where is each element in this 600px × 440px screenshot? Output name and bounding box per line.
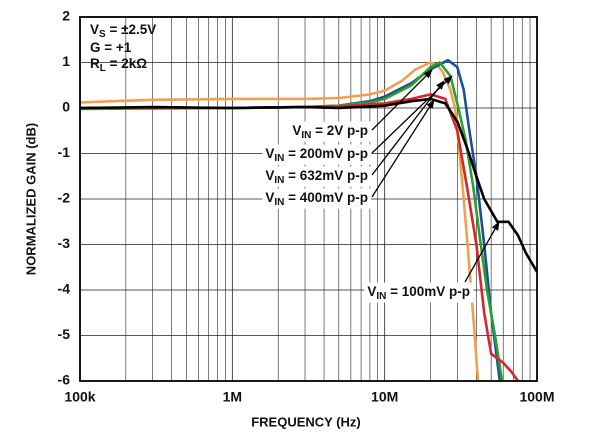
- y-axis-title: NORMALIZED GAIN (dB): [23, 123, 38, 275]
- label-background: [262, 188, 371, 209]
- label-background: [262, 166, 371, 187]
- arrow: [371, 75, 453, 154]
- x-axis-title: FREQUENCY (Hz): [251, 414, 361, 429]
- annotation-text: V: [265, 190, 274, 205]
- series-line: [80, 93, 520, 382]
- x-tick-label: 1M: [223, 389, 242, 405]
- annotation-text: R: [90, 56, 100, 71]
- annotation: G = +1: [90, 40, 132, 55]
- annotation-subscript: IN: [274, 175, 284, 186]
- annotation-subscript: L: [100, 63, 106, 74]
- plot-lines: [79, 58, 539, 382]
- y-tick-label: 1: [62, 53, 70, 69]
- annotation-text: V: [265, 146, 274, 161]
- y-tick-label: -3: [58, 235, 71, 251]
- annotation-text: G = +1: [90, 40, 132, 55]
- arrow: [371, 99, 435, 198]
- annotation-text: = 100mV p-p: [386, 284, 470, 299]
- arrow: [464, 221, 500, 283]
- series-line: [79, 61, 504, 382]
- annotation-subscript: IN: [274, 153, 284, 164]
- annotation-text: = 632mV p-p: [284, 168, 368, 183]
- annotation: RL = 2kΩ: [90, 56, 147, 74]
- x-tick-label: 100k: [64, 389, 95, 405]
- annotation-text: = 400mV p-p: [284, 190, 368, 205]
- y-tick-label: -6: [58, 372, 71, 388]
- x-tick-label: 10M: [371, 389, 398, 405]
- series-label: VIN = 200mV p-p: [265, 146, 368, 164]
- arrow: [371, 69, 433, 131]
- annotation-subscript: S: [99, 29, 106, 40]
- plot-frame: [79, 16, 538, 382]
- annotation-subscript: IN: [376, 291, 386, 302]
- annotation-text: = 200mV p-p: [284, 146, 368, 161]
- annotation-subscript: IN: [301, 130, 311, 141]
- label-background: [364, 282, 473, 303]
- annotation-text: = ±2.5V: [106, 22, 157, 37]
- series-line: [79, 61, 480, 382]
- series-label: VIN = 400mV p-p: [265, 190, 368, 208]
- annotation-subscript: IN: [274, 197, 284, 208]
- arrows: [371, 69, 500, 283]
- annotation-text: V: [367, 284, 376, 299]
- series-label: VIN = 2V p-p: [292, 123, 368, 141]
- x-tick-label: 100M: [519, 389, 554, 405]
- arrow: [371, 80, 445, 176]
- y-tick-label: -5: [58, 326, 71, 342]
- annotation-text: V: [265, 168, 274, 183]
- y-tick-label: 2: [62, 8, 70, 24]
- y-tick-label: -1: [58, 144, 71, 160]
- label-background: [289, 121, 371, 142]
- y-tick-label: 0: [62, 99, 70, 115]
- annotation-text: = 2kΩ: [106, 56, 147, 71]
- annotation-text: V: [90, 22, 99, 37]
- label-background: [262, 144, 371, 165]
- annotation: VS = ±2.5V: [90, 22, 156, 40]
- y-tick-label: -4: [58, 281, 71, 297]
- series-label: VIN = 100mV p-p: [367, 284, 470, 302]
- annotation-text: V: [292, 123, 301, 138]
- y-tick-label: -2: [58, 190, 71, 206]
- series-line: [79, 97, 539, 273]
- annotation-text: = 2V p-p: [311, 123, 368, 138]
- series-label: VIN = 632mV p-p: [265, 168, 368, 186]
